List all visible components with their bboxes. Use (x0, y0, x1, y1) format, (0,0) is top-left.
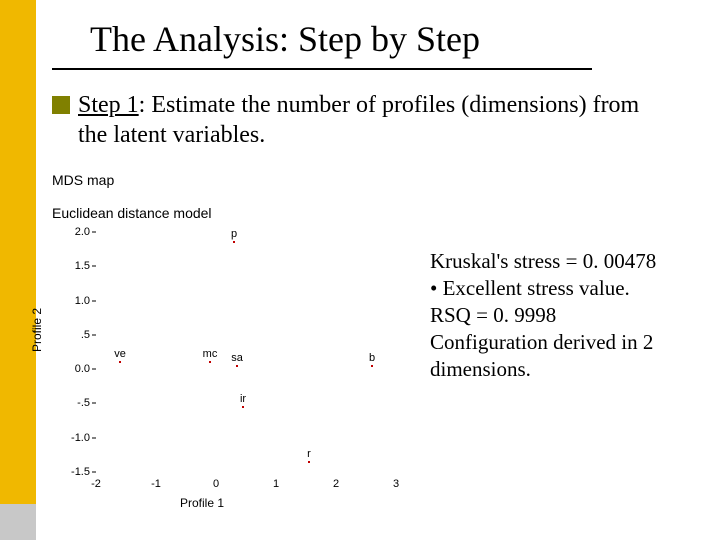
mds-title: MDS map (52, 172, 114, 188)
x-tick-label: 0 (213, 478, 219, 490)
x-tick-label: -1 (151, 478, 161, 490)
slide-title: The Analysis: Step by Step (90, 18, 480, 60)
y-tick-label: 0.0 (52, 363, 90, 375)
y-tick-mark (92, 232, 96, 233)
scatter-point (371, 365, 373, 367)
y-tick-mark (92, 472, 96, 473)
stats-line3: RSQ = 0. 9998 (430, 302, 700, 329)
y-tick-label: -.5 (52, 397, 90, 409)
x-tick-label: 2 (333, 478, 339, 490)
stats-line4: Configuration derived in 2 dimensions. (430, 329, 700, 383)
mds-subtitle: Euclidean distance model (52, 205, 212, 221)
scatter-point-label: ir (240, 393, 246, 405)
scatter-point (233, 241, 235, 243)
y-tick-label: 1.5 (52, 260, 90, 272)
y-tick-label: -1.0 (52, 432, 90, 444)
corner-square (0, 504, 36, 540)
y-tick-mark (92, 266, 96, 267)
y-tick-mark (92, 403, 96, 404)
stats-block: Kruskal's stress = 0. 00478 • Excellent … (430, 248, 700, 382)
scatter-point-label: sa (231, 352, 243, 364)
y-axis-label: Profile 2 (30, 308, 44, 352)
bullet-square-icon (52, 96, 70, 114)
title-underline (52, 68, 592, 70)
y-tick-label: -1.5 (52, 466, 90, 478)
y-tick-label: .5 (52, 329, 90, 341)
scatter-point-label: b (369, 352, 375, 364)
stats-line1: Kruskal's stress = 0. 00478 (430, 248, 700, 275)
y-tick-label: 2.0 (52, 226, 90, 238)
y-tick-mark (92, 437, 96, 438)
mds-chart: Profile 2 Profile 1 pvemcsabirr 2.01.51.… (52, 232, 412, 512)
x-tick-label: 3 (393, 478, 399, 490)
scatter-point (242, 406, 244, 408)
scatter-point-label: p (231, 228, 237, 240)
scatter-point-label: mc (203, 348, 218, 360)
stats-line2: • Excellent stress value. (430, 275, 700, 302)
scatter-point (236, 365, 238, 367)
x-tick-label: 1 (273, 478, 279, 490)
y-tick-label: 1.0 (52, 295, 90, 307)
scatter-point (308, 461, 310, 463)
scatter-point (209, 361, 211, 363)
bullet-step1: Step 1: Estimate the number of profiles … (52, 90, 672, 150)
x-axis-label: Profile 1 (180, 496, 224, 510)
scatter-point (119, 361, 121, 363)
plot-area: pvemcsabirr (96, 232, 396, 472)
step-label: Step 1 (78, 92, 139, 118)
y-tick-mark (92, 300, 96, 301)
accent-sidebar (0, 0, 36, 540)
x-tick-label: -2 (91, 478, 101, 490)
bullet-rest: : Estimate the number of profiles (dimen… (78, 92, 639, 148)
scatter-point-label: r (307, 448, 311, 460)
bullet-text: Step 1: Estimate the number of profiles … (78, 90, 672, 150)
y-tick-mark (92, 369, 96, 370)
y-tick-mark (92, 334, 96, 335)
scatter-point-label: ve (114, 348, 126, 360)
